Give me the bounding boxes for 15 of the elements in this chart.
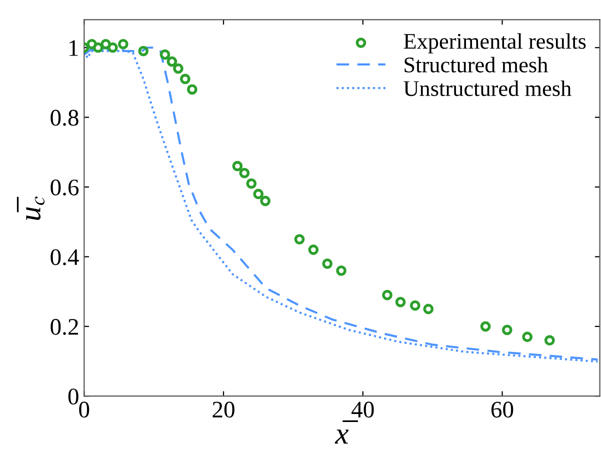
y-tick-label: 0.6 [50,180,79,196]
y-tick-label: 0 [68,388,78,405]
legend-label: Structured mesh [404,56,548,72]
y-tick-label: 0.8 [50,110,78,126]
y-tick-label: 0.4 [50,249,79,266]
x-tick-label: 0 [79,402,90,418]
x-tick-label: 20 [212,402,234,418]
x-tick-label: 60 [491,402,514,418]
y-axis-title: u̅$_{c}$ [16,196,45,220]
legend-label: Experimental results [404,33,586,54]
x-tick-label: 40 [352,402,374,418]
x-axis-title: x̅ [334,420,358,444]
legend-label: Unstructured mesh [404,80,572,96]
y-tick-label: 0.2 [50,318,78,335]
y-tick-label: 1 [70,40,78,56]
